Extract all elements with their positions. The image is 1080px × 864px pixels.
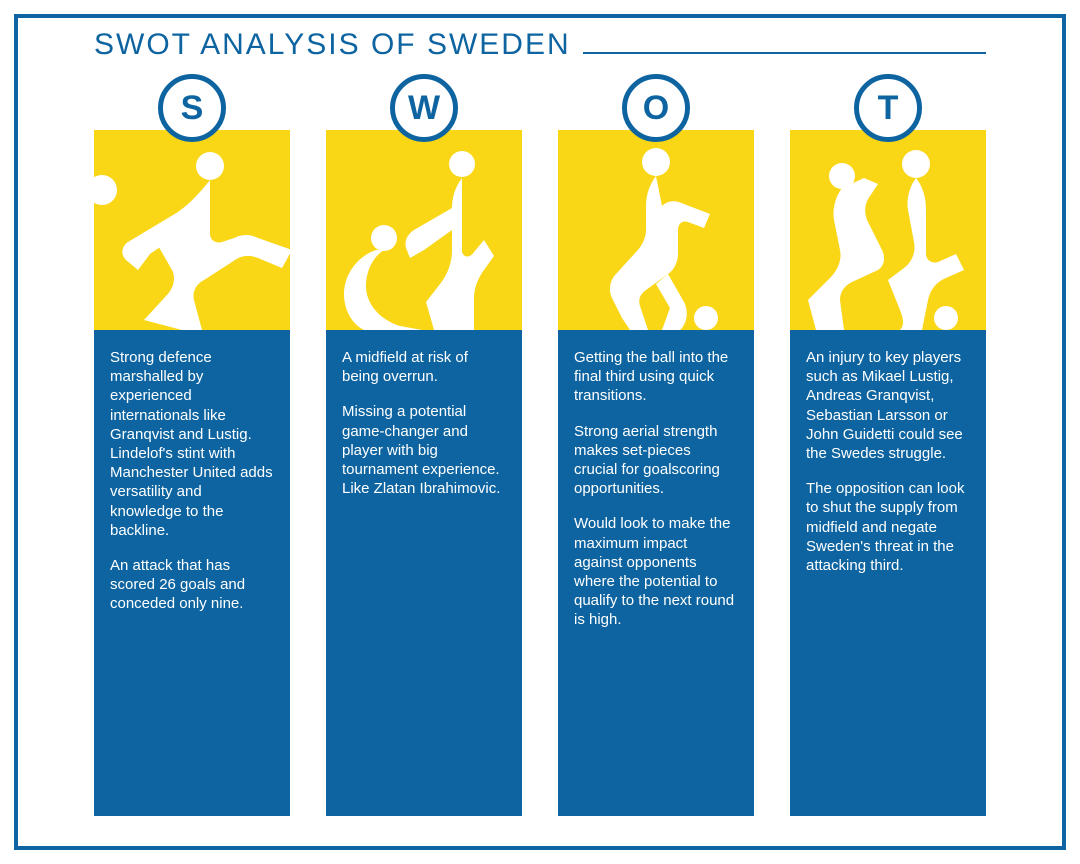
column-opportunities: O Getting the ball into the final third … xyxy=(558,130,754,816)
paragraph: An injury to key players such as Mikael … xyxy=(806,348,970,463)
paragraph: Getting the ball into the final third us… xyxy=(574,348,738,406)
silhouette-panel-w xyxy=(326,130,522,330)
letter-badge-w: W xyxy=(390,74,458,142)
paragraph: Missing a potential game-changer and pla… xyxy=(342,402,506,498)
title-underline xyxy=(583,52,986,54)
page-title: SWOT ANALYSIS OF SWEDEN xyxy=(94,28,571,62)
letter-s: S xyxy=(181,91,204,125)
column-strengths: S Strong defence marshalled by experienc… xyxy=(94,130,290,816)
letter-badge-t: T xyxy=(854,74,922,142)
letter-badge-o: O xyxy=(622,74,690,142)
paragraph: Would look to make the maximum impact ag… xyxy=(574,514,738,629)
paragraph: An attack that has scored 26 goals and c… xyxy=(110,556,274,614)
column-threats: T An injury to key players such as Mikae… xyxy=(790,130,986,816)
letter-w: W xyxy=(408,91,440,125)
dribbler-icon xyxy=(558,130,754,330)
title-row: SWOT ANALYSIS OF SWEDEN xyxy=(94,28,986,62)
letter-t: T xyxy=(878,91,899,125)
paragraph: Strong defence marshalled by experienced… xyxy=(110,348,274,540)
challenge-icon xyxy=(790,130,986,330)
paragraph: The opposition can look to shut the supp… xyxy=(806,479,970,575)
text-panel-s: Strong defence marshalled by experienced… xyxy=(94,330,290,816)
column-weaknesses: W A midfield at risk of being overrun. M… xyxy=(326,130,522,816)
text-panel-w: A midfield at risk of being overrun. Mis… xyxy=(326,330,522,816)
kicker-icon xyxy=(94,130,290,330)
paragraph: A midfield at risk of being overrun. xyxy=(342,348,506,386)
text-panel-t: An injury to key players such as Mikael … xyxy=(790,330,986,816)
swot-columns: S Strong defence marshalled by experienc… xyxy=(94,130,986,816)
paragraph: Strong aerial strength makes set-pieces … xyxy=(574,422,738,499)
silhouette-panel-t xyxy=(790,130,986,330)
silhouette-panel-o xyxy=(558,130,754,330)
letter-o: O xyxy=(643,91,669,125)
helping-icon xyxy=(326,130,522,330)
letter-badge-s: S xyxy=(158,74,226,142)
silhouette-panel-s xyxy=(94,130,290,330)
text-panel-o: Getting the ball into the final third us… xyxy=(558,330,754,816)
